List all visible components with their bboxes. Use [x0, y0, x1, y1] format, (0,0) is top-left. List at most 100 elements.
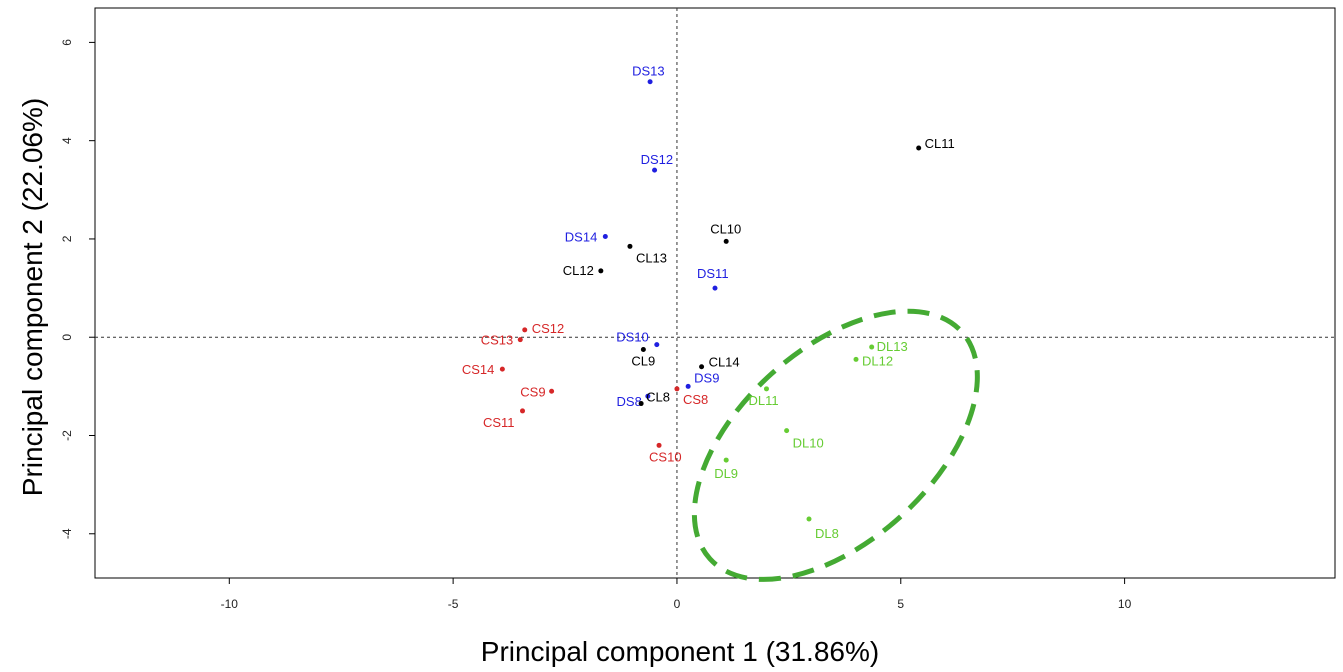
- data-point-dl8: DL8: [806, 516, 839, 541]
- point-label: CL13: [636, 250, 667, 265]
- x-tick-label: 5: [897, 597, 904, 611]
- point-marker: [598, 268, 604, 274]
- point-marker: [674, 386, 680, 392]
- point-marker: [763, 386, 769, 392]
- y-tick-label: -4: [60, 528, 74, 539]
- point-label: DL11: [748, 393, 778, 408]
- point-label: CL11: [925, 136, 955, 151]
- point-marker: [652, 167, 658, 173]
- point-marker: [645, 393, 651, 399]
- point-marker: [520, 408, 526, 414]
- point-label: CL8: [646, 390, 670, 405]
- data-point-cl10: CL10: [710, 221, 741, 244]
- point-label: DL13: [877, 339, 908, 354]
- data-point-cs8: CS8: [674, 386, 708, 407]
- x-tick-label: 10: [1118, 597, 1132, 611]
- y-tick-label: 6: [60, 39, 74, 46]
- point-marker: [549, 388, 555, 394]
- data-point-cs14: CS14: [462, 362, 505, 377]
- point-label: DL10: [793, 436, 824, 451]
- point-label: DL9: [714, 466, 738, 481]
- y-axis: -4 -2 0 2 4 6: [60, 39, 95, 539]
- reference-lines: [95, 8, 1335, 578]
- y-tick-label: 4: [60, 137, 74, 144]
- data-point-dl13: DL13: [869, 339, 908, 354]
- point-marker: [699, 364, 705, 370]
- y-tick-label: -2: [60, 430, 74, 441]
- plot-frame: [94, 7, 1336, 579]
- x-tick-label: -10: [221, 597, 239, 611]
- point-marker: [723, 457, 729, 463]
- data-point-ds8: DS8: [617, 393, 651, 409]
- y-tick-label: 2: [60, 235, 74, 242]
- confidence-ellipse-layer: [691, 308, 980, 582]
- point-marker: [723, 238, 729, 244]
- point-label: CL10: [710, 221, 741, 236]
- data-point-cl14: CL14: [699, 355, 740, 370]
- point-marker: [806, 516, 812, 522]
- data-point-cl12: CL12: [563, 263, 604, 278]
- data-point-ds10: DS10: [616, 330, 660, 348]
- point-label: DL8: [815, 526, 839, 541]
- point-label: CS11: [483, 415, 515, 430]
- point-label: CL9: [631, 354, 655, 369]
- data-point-cl13: CL13: [627, 243, 667, 265]
- point-marker: [499, 366, 505, 372]
- point-marker: [654, 342, 660, 348]
- y-axis-title: Principal component 2 (22.06%): [17, 98, 48, 496]
- point-marker: [853, 356, 859, 362]
- point-marker: [638, 401, 644, 407]
- data-point-dl10: DL10: [784, 428, 824, 451]
- point-label: CS8: [683, 392, 708, 407]
- data-point-cs9: CS9: [520, 384, 555, 399]
- data-point-cs12: CS12: [522, 321, 564, 336]
- x-axis: -10 -5 0 5 10: [221, 578, 1132, 611]
- point-label: CS9: [520, 384, 545, 399]
- point-marker: [916, 145, 922, 151]
- point-label: DS14: [565, 229, 598, 244]
- point-label: DS11: [697, 266, 729, 281]
- point-label: CS13: [481, 333, 514, 348]
- point-label: DL12: [862, 353, 893, 368]
- point-marker: [602, 233, 608, 239]
- point-label: DS12: [641, 152, 674, 167]
- data-point-cs10: CS10: [649, 442, 682, 464]
- point-marker: [685, 383, 691, 389]
- confidence-ellipse: [691, 308, 980, 582]
- x-axis-title: Principal component 1 (31.86%): [481, 636, 879, 667]
- point-label: DS8: [617, 394, 642, 409]
- point-label: CS10: [649, 449, 682, 464]
- data-point-cs11: CS11: [483, 408, 526, 430]
- point-label: DS13: [632, 64, 665, 79]
- point-marker: [712, 285, 718, 291]
- data-point-ds9: DS9: [685, 370, 719, 389]
- point-label: CL12: [563, 263, 594, 278]
- point-label: CS14: [462, 362, 495, 377]
- data-point-cs13: CS13: [481, 333, 523, 348]
- point-label: DS10: [616, 330, 649, 345]
- x-tick-label: -5: [448, 597, 459, 611]
- point-label: DS9: [694, 370, 719, 385]
- y-tick-label: 0: [60, 334, 74, 341]
- data-point-dl9: DL9: [714, 457, 738, 481]
- data-point-cl9: CL9: [631, 347, 655, 369]
- data-point-ds11: DS11: [697, 266, 729, 291]
- data-point-cl8: CL8: [638, 390, 670, 407]
- point-marker: [647, 79, 653, 85]
- point-label: CL14: [709, 355, 740, 370]
- data-point-ds14: DS14: [565, 229, 608, 244]
- x-tick-label: 0: [674, 597, 681, 611]
- point-marker: [784, 428, 790, 434]
- data-point-dl11: DL11: [748, 386, 779, 408]
- data-point-ds13: DS13: [632, 64, 665, 85]
- point-marker: [627, 243, 633, 249]
- point-marker: [656, 442, 662, 448]
- point-marker: [869, 344, 875, 350]
- points-layer: DS13 DS12 DS14 DS11 DS10 DS9 DS8 CL11 CL10 CL13 CL…: [462, 64, 955, 541]
- point-label: CS12: [532, 321, 565, 336]
- data-point-ds12: DS12: [641, 152, 674, 173]
- point-marker: [640, 347, 646, 353]
- data-point-cl11: CL11: [916, 136, 955, 151]
- point-marker: [517, 337, 523, 343]
